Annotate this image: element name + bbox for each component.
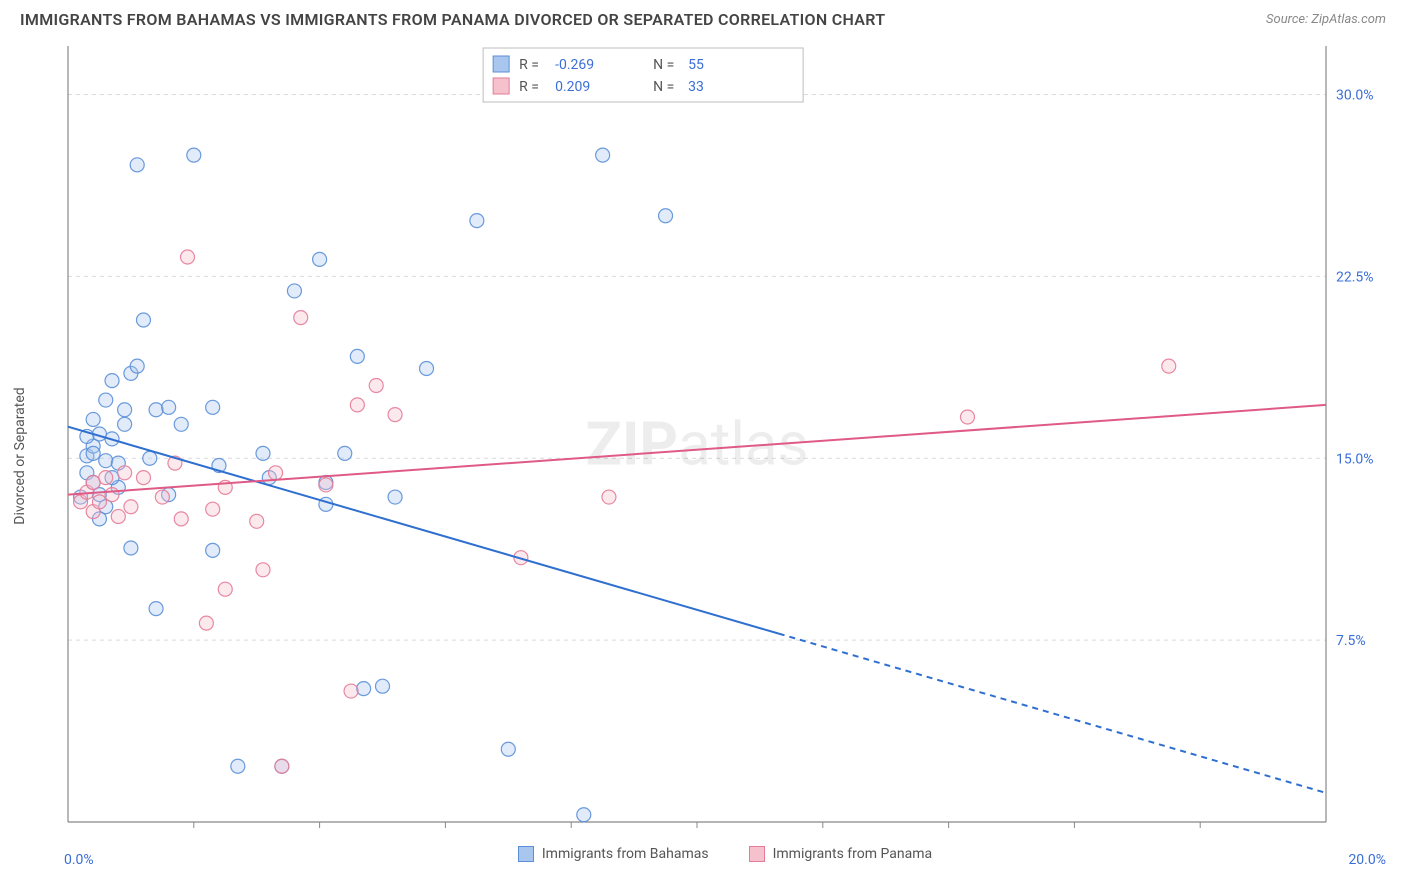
data-point bbox=[577, 808, 591, 822]
legend-n-value: 55 bbox=[688, 57, 704, 73]
data-point bbox=[256, 563, 270, 577]
data-point bbox=[275, 759, 289, 773]
data-point bbox=[287, 284, 301, 298]
legend-r-value: -0.269 bbox=[555, 57, 594, 73]
data-point bbox=[357, 682, 371, 696]
chart-title: IMMIGRANTS FROM BAHAMAS VS IMMIGRANTS FR… bbox=[20, 10, 885, 29]
data-point bbox=[162, 400, 176, 414]
legend-n-label: N = bbox=[653, 57, 674, 73]
legend-label: Immigrants from Panama bbox=[773, 846, 933, 862]
data-point bbox=[111, 509, 125, 523]
data-point bbox=[960, 410, 974, 424]
trend-line-extrapolated bbox=[779, 634, 1326, 793]
data-point bbox=[319, 478, 333, 492]
data-point bbox=[99, 454, 113, 468]
data-point bbox=[218, 582, 232, 596]
data-point bbox=[130, 158, 144, 172]
data-point bbox=[501, 742, 515, 756]
legend-r-label: R = bbox=[519, 57, 539, 73]
data-point bbox=[105, 374, 119, 388]
legend-r-label: R = bbox=[519, 79, 539, 95]
source-label: Source: ZipAtlas.com bbox=[1266, 12, 1386, 27]
y-tick-label: 22.5% bbox=[1336, 269, 1374, 285]
legend-swatch bbox=[493, 78, 509, 94]
data-point bbox=[86, 446, 100, 460]
legend-n-label: N = bbox=[653, 79, 674, 95]
legend-n-value: 33 bbox=[688, 79, 704, 95]
y-axis-label: Divorced or Separated bbox=[12, 387, 28, 524]
data-point bbox=[313, 252, 327, 266]
legend-swatch bbox=[493, 56, 509, 72]
data-point bbox=[86, 476, 100, 490]
data-point bbox=[206, 502, 220, 516]
data-point bbox=[124, 541, 138, 555]
scatter-plot: 7.5%15.0%22.5%30.0%ZIPatlasR =-0.269N =5… bbox=[64, 40, 1386, 832]
legend-swatch bbox=[749, 846, 765, 862]
data-point bbox=[470, 214, 484, 228]
data-point bbox=[420, 362, 434, 376]
data-point bbox=[596, 148, 610, 162]
y-tick-label: 7.5% bbox=[1336, 633, 1366, 649]
data-point bbox=[105, 488, 119, 502]
data-point bbox=[206, 400, 220, 414]
data-point bbox=[350, 349, 364, 363]
data-point bbox=[136, 313, 150, 327]
data-point bbox=[344, 684, 358, 698]
data-point bbox=[92, 495, 106, 509]
data-point bbox=[376, 679, 390, 693]
data-point bbox=[350, 398, 364, 412]
data-point bbox=[136, 471, 150, 485]
data-point bbox=[602, 490, 616, 504]
data-point bbox=[143, 451, 157, 465]
data-point bbox=[149, 602, 163, 616]
legend-r-value: 0.209 bbox=[555, 79, 590, 95]
data-point bbox=[250, 514, 264, 528]
data-point bbox=[118, 466, 132, 480]
data-point bbox=[269, 466, 283, 480]
legend-label: Immigrants from Bahamas bbox=[542, 846, 709, 862]
data-point bbox=[124, 500, 138, 514]
data-point bbox=[187, 148, 201, 162]
legend-item: Immigrants from Bahamas bbox=[518, 846, 709, 862]
data-point bbox=[155, 490, 169, 504]
data-point bbox=[174, 417, 188, 431]
chart-area: Divorced or Separated 7.5%15.0%22.5%30.0… bbox=[20, 40, 1386, 872]
data-point bbox=[181, 250, 195, 264]
data-point bbox=[99, 393, 113, 407]
data-point bbox=[338, 446, 352, 460]
data-point bbox=[231, 759, 245, 773]
data-point bbox=[294, 311, 308, 325]
data-point bbox=[256, 446, 270, 460]
data-point bbox=[86, 412, 100, 426]
data-point bbox=[118, 417, 132, 431]
data-point bbox=[199, 616, 213, 630]
y-tick-label: 30.0% bbox=[1336, 88, 1374, 104]
data-point bbox=[130, 359, 144, 373]
y-tick-label: 15.0% bbox=[1336, 451, 1374, 467]
legend-swatch bbox=[518, 846, 534, 862]
data-point bbox=[174, 512, 188, 526]
data-point bbox=[659, 209, 673, 223]
data-point bbox=[99, 471, 113, 485]
data-point bbox=[206, 543, 220, 557]
data-point bbox=[369, 379, 383, 393]
bottom-legend: Immigrants from Bahamas Immigrants from P… bbox=[64, 836, 1386, 872]
data-point bbox=[388, 490, 402, 504]
data-point bbox=[1162, 359, 1176, 373]
data-point bbox=[149, 403, 163, 417]
data-point bbox=[118, 403, 132, 417]
data-point bbox=[388, 408, 402, 422]
legend-item: Immigrants from Panama bbox=[749, 846, 933, 862]
